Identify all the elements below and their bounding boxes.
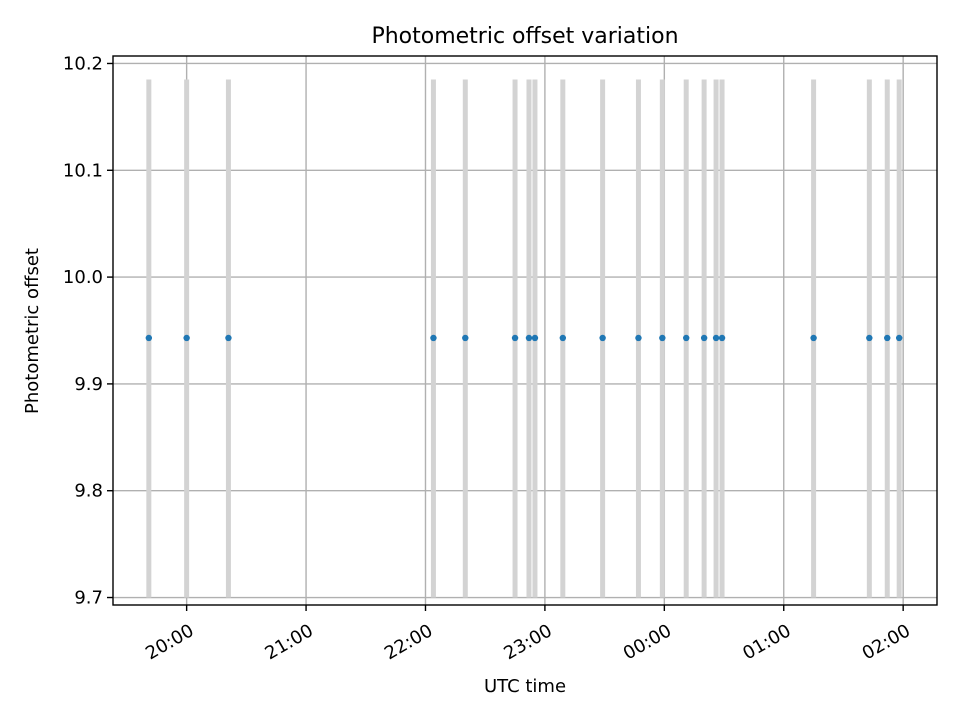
data-point bbox=[700, 334, 708, 342]
data-point bbox=[866, 334, 873, 342]
data-point bbox=[525, 334, 533, 342]
chart-title: Photometric offset variation bbox=[371, 24, 678, 49]
data-point bbox=[884, 334, 891, 342]
data-point bbox=[659, 334, 666, 342]
x-tick-label: 20:00 bbox=[142, 620, 197, 664]
x-axis-label: UTC time bbox=[484, 676, 566, 697]
data-point bbox=[810, 334, 817, 342]
x-tick-label: 21:00 bbox=[262, 620, 317, 664]
data-point bbox=[462, 334, 469, 342]
y-tick-label: 10.2 bbox=[63, 53, 103, 74]
y-axis-label: Photometric offset bbox=[22, 248, 43, 414]
data-point bbox=[145, 334, 153, 342]
data-point bbox=[225, 334, 232, 342]
error-bar-layer bbox=[146, 79, 902, 598]
plot-frame bbox=[112, 55, 938, 606]
data-point-layer bbox=[145, 334, 903, 342]
x-tick-label: 23:00 bbox=[500, 620, 555, 664]
y-tick-label: 9.7 bbox=[74, 588, 103, 609]
data-point bbox=[531, 334, 539, 342]
y-tick-label: 10.0 bbox=[63, 267, 103, 288]
data-point bbox=[599, 334, 606, 342]
x-tick-label: 22:00 bbox=[381, 620, 436, 664]
data-point bbox=[718, 334, 726, 342]
data-point bbox=[559, 334, 567, 342]
y-tick-label: 9.9 bbox=[74, 374, 103, 395]
x-tick-label: 00:00 bbox=[620, 620, 675, 664]
data-point bbox=[430, 334, 437, 342]
x-tick-label: 01:00 bbox=[739, 620, 794, 664]
y-tick-label: 10.1 bbox=[63, 160, 103, 181]
x-axis: 20:00 21:00 22:00 23:00 00:00 01:00 02:00 bbox=[142, 605, 914, 664]
data-point bbox=[712, 334, 720, 342]
y-tick-label: 9.8 bbox=[74, 481, 103, 502]
x-tick-label: 02:00 bbox=[859, 620, 914, 664]
data-point bbox=[635, 334, 642, 342]
data-point bbox=[511, 334, 519, 342]
data-point bbox=[183, 334, 190, 342]
data-point bbox=[683, 334, 690, 342]
y-axis: 9.7 9.8 9.9 10.0 10.1 10.2 bbox=[63, 53, 113, 609]
data-point bbox=[895, 334, 903, 342]
